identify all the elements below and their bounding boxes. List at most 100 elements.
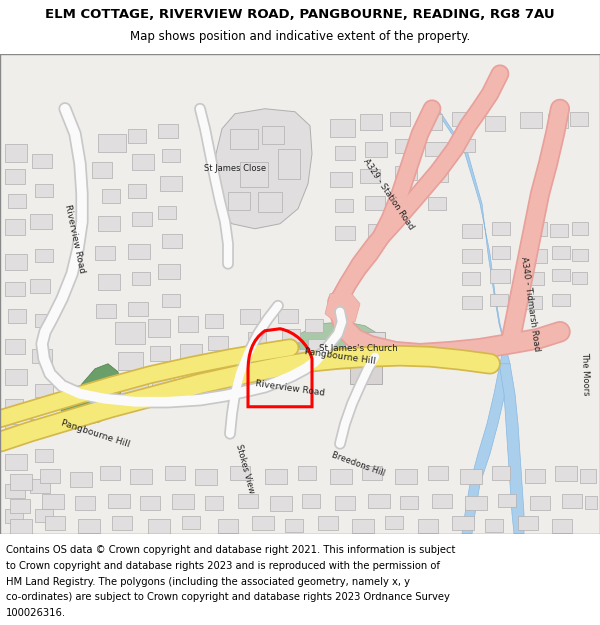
Bar (552, 269, 570, 281)
Bar (10, 474, 32, 490)
Bar (45, 516, 65, 530)
Bar (158, 124, 178, 138)
Bar (350, 362, 382, 384)
Bar (180, 344, 202, 359)
Bar (5, 454, 27, 470)
Bar (360, 169, 380, 182)
Bar (162, 149, 180, 162)
Bar (335, 146, 355, 160)
Bar (462, 249, 482, 262)
Polygon shape (298, 322, 382, 369)
Bar (102, 189, 120, 202)
Bar (460, 469, 482, 484)
Text: Riverview Road: Riverview Road (254, 379, 325, 398)
Bar (35, 449, 53, 462)
Bar (492, 222, 510, 235)
Text: Map shows position and indicative extent of the property.: Map shows position and indicative extent… (130, 30, 470, 43)
Bar (172, 494, 194, 509)
Bar (262, 126, 284, 144)
Text: St James Close: St James Close (204, 164, 266, 173)
Bar (182, 369, 200, 382)
Bar (128, 129, 146, 142)
Bar (395, 166, 417, 180)
Bar (580, 469, 596, 482)
Text: Pangbourne Hill: Pangbourne Hill (59, 418, 130, 449)
Bar (520, 112, 542, 128)
Bar (162, 234, 182, 248)
Bar (178, 316, 198, 332)
Bar (32, 349, 52, 362)
Bar (452, 516, 474, 530)
Bar (490, 269, 510, 282)
Bar (98, 216, 120, 231)
Bar (75, 496, 95, 510)
Bar (552, 519, 572, 532)
Text: 100026316.: 100026316. (6, 608, 66, 618)
Bar (462, 296, 482, 309)
Bar (152, 372, 174, 388)
Bar (130, 469, 152, 484)
Bar (5, 339, 25, 354)
Bar (302, 494, 320, 508)
Bar (128, 302, 148, 316)
Bar (585, 496, 597, 509)
Bar (485, 116, 505, 131)
Polygon shape (425, 109, 510, 534)
Bar (115, 322, 145, 344)
Bar (238, 494, 258, 508)
Bar (270, 496, 292, 511)
Bar (165, 466, 185, 480)
Bar (162, 294, 180, 307)
Bar (335, 199, 353, 212)
Bar (462, 272, 480, 285)
Bar (228, 192, 250, 210)
Bar (5, 399, 23, 412)
Bar (335, 496, 355, 510)
Bar (452, 112, 472, 126)
Text: co-ordinates) are subject to Crown copyright and database rights 2023 Ordnance S: co-ordinates) are subject to Crown copyr… (6, 592, 450, 602)
Bar (8, 309, 26, 322)
Polygon shape (325, 292, 360, 326)
Bar (362, 466, 382, 480)
Bar (35, 249, 53, 262)
Bar (572, 272, 587, 284)
Bar (230, 466, 250, 480)
Bar (368, 494, 390, 508)
Bar (35, 314, 53, 327)
Bar (128, 244, 150, 259)
Bar (335, 226, 355, 240)
Bar (485, 519, 503, 532)
Bar (282, 329, 300, 342)
Bar (550, 224, 568, 237)
Bar (35, 509, 53, 522)
Bar (118, 352, 143, 370)
Bar (5, 484, 25, 498)
Bar (518, 516, 538, 530)
Bar (10, 519, 32, 534)
Bar (5, 219, 25, 235)
Bar (95, 246, 115, 260)
Bar (390, 112, 410, 126)
Bar (465, 496, 487, 510)
Text: Breedons Hill: Breedons Hill (330, 450, 386, 478)
Bar (8, 194, 26, 208)
Bar (400, 496, 418, 509)
Bar (252, 516, 274, 530)
Polygon shape (0, 54, 600, 534)
Bar (308, 339, 328, 352)
Text: A340 - Tidmarsh Road: A340 - Tidmarsh Road (519, 256, 541, 352)
Bar (96, 304, 116, 318)
Bar (10, 499, 30, 512)
Bar (30, 214, 52, 229)
Bar (522, 272, 544, 285)
Bar (32, 154, 52, 168)
Bar (562, 494, 582, 508)
Bar (210, 359, 228, 372)
Bar (330, 119, 355, 137)
Text: ELM COTTAGE, RIVERVIEW ROAD, PANGBOURNE, READING, RG8 7AU: ELM COTTAGE, RIVERVIEW ROAD, PANGBOURNE,… (45, 8, 555, 21)
Bar (240, 162, 268, 187)
Bar (248, 332, 266, 345)
Bar (108, 494, 130, 508)
Bar (5, 254, 27, 270)
Bar (182, 516, 200, 529)
